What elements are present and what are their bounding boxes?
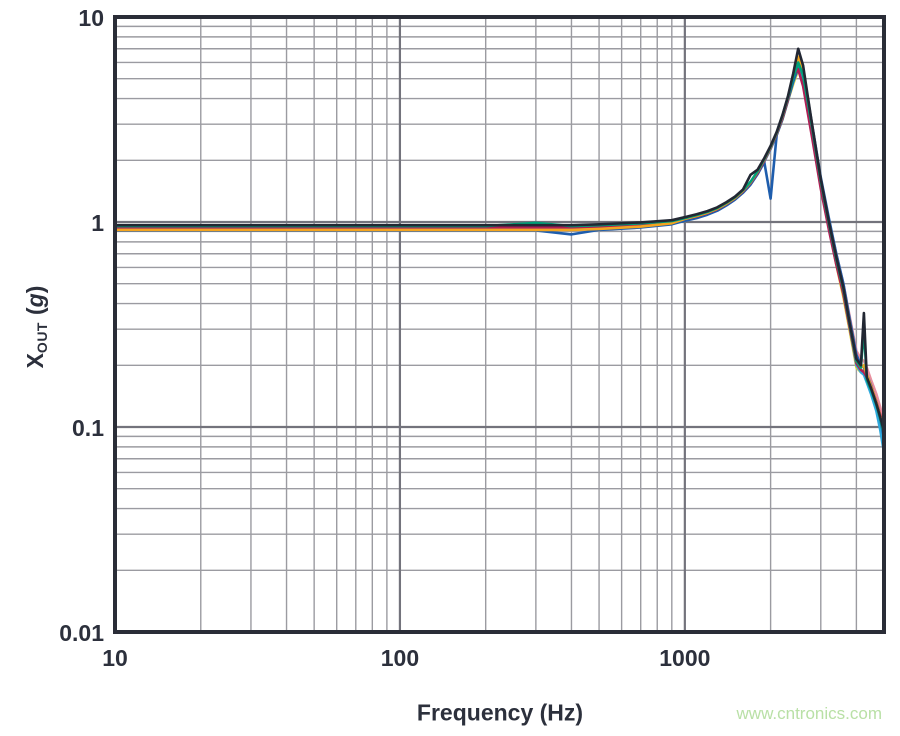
series-teal [114,61,885,436]
y-axis-unit-open-paren: ( [22,307,48,315]
series-black [114,47,885,433]
series-orange [114,55,885,433]
y-tick-label-1: 1 [91,210,104,236]
watermark: www.cntronics.com [736,704,882,723]
y-axis-unit-close-paren: ) [22,285,48,294]
x-axis-title: Frequency (Hz) [416,699,584,726]
series-crimson [114,68,885,429]
y-tick-label-10: 10 [78,5,104,31]
x-tick-label-100: 100 [381,645,419,671]
y-tick-label-0.1: 0.1 [72,415,104,441]
series-group [114,47,885,454]
plot-frame [113,15,886,634]
grid-major [115,17,884,632]
y-axis-title-base: X [22,353,48,369]
y-axis-title-subscript: OUT [34,322,50,354]
y-tick-label-0.01: 0.01 [59,620,104,646]
series-pink [114,62,885,425]
y-axis-title: XOUT (g) [22,286,50,369]
y-axis-unit: g [22,293,48,308]
grid-minor [115,17,884,632]
x-tick-label-10: 10 [102,645,128,671]
x-tick-label-1000: 1000 [659,645,710,671]
